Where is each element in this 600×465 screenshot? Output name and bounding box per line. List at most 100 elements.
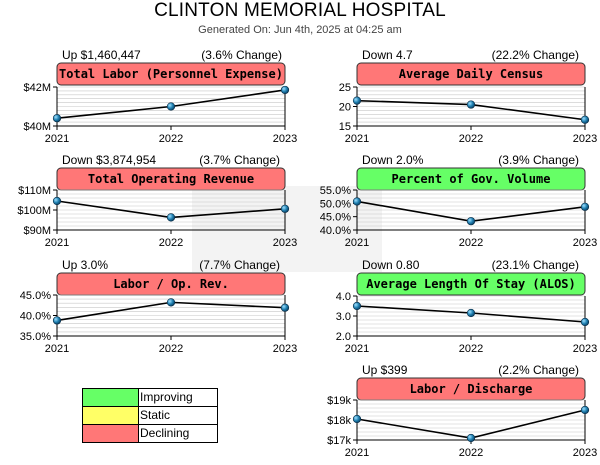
x-tick-label: 2022 [459, 133, 483, 145]
chart-title-box [56, 62, 286, 86]
y-tick-label: $19k [327, 395, 351, 407]
data-point [280, 85, 290, 95]
chart-title: Labor / Discharge [410, 382, 533, 396]
chart-title: Percent of Gov. Volume [392, 172, 551, 186]
x-tick-label: 2021 [45, 133, 69, 145]
chart-panel: Down 0.80 (23.1% Change) Average Length Of… [336, 258, 598, 355]
y-tick-label: $42M [23, 82, 51, 94]
y-tick-label: 2.0 [336, 331, 351, 343]
watermark-logo [192, 186, 382, 272]
y-tick-label: $18k [327, 415, 351, 427]
x-tick-label: 2021 [345, 133, 369, 145]
x-tick-label: 2023 [573, 237, 597, 249]
x-tick-label: 2021 [45, 237, 69, 249]
change-percent: (3.7% Change) [199, 153, 280, 167]
data-point [280, 204, 290, 213]
x-tick-label: 2023 [273, 237, 297, 249]
change-percent: (23.1% Change) [492, 258, 579, 272]
y-tick-label: $17k [327, 435, 351, 447]
chart-title-box [356, 272, 586, 296]
change-amount: Up 3.0% [62, 258, 108, 272]
change-amount: Down 4.7 [362, 48, 413, 62]
x-tick-label: 2022 [159, 133, 183, 145]
y-tick-label: 45.0% [320, 212, 351, 224]
change-amount: Down 2.0% [362, 153, 424, 167]
data-point [52, 196, 62, 206]
data-point [466, 100, 476, 109]
change-percent: (3.9% Change) [498, 153, 579, 167]
report-title: CLINTON MEMORIAL HOSPITAL [154, 0, 446, 21]
change-percent: (3.6% Change) [201, 48, 282, 62]
x-tick-label: 2022 [159, 343, 183, 355]
data-point [166, 298, 176, 307]
chart-panel: Down 4.7 (22.2% Change) Average Daily Cens… [339, 48, 597, 145]
data-point [52, 114, 62, 123]
y-tick-label: 40.0% [320, 225, 351, 237]
y-tick-label: 25 [339, 82, 351, 94]
change-percent: (22.2% Change) [492, 48, 579, 62]
y-tick-label: $90M [23, 225, 51, 237]
data-point [580, 317, 590, 327]
change-amount: Down $3,874,954 [62, 153, 156, 167]
x-tick-label: 2023 [573, 343, 597, 355]
change-amount: Down 0.80 [362, 258, 420, 272]
legend: Improving Static Declining [82, 388, 218, 443]
data-point [352, 301, 362, 311]
y-tick-label: 50.0% [320, 198, 351, 210]
chart-title: Labor / Op. Rev. [113, 277, 229, 291]
data-point [580, 115, 590, 124]
legend-item-static: Static [82, 406, 218, 425]
x-tick-label: 2023 [573, 447, 597, 459]
y-tick-label: 45.0% [20, 290, 51, 302]
x-tick-label: 2023 [573, 133, 597, 145]
x-tick-label: 2023 [273, 343, 297, 355]
y-tick-label: $100M [17, 205, 51, 217]
y-tick-label: 4.0 [336, 291, 351, 303]
chart-panel: Up $1,460,447 (3.6% Change) Total Labor (P… [23, 48, 297, 145]
x-tick-label: 2021 [345, 447, 369, 459]
y-tick-label: 40.0% [20, 311, 51, 323]
data-point [466, 433, 476, 443]
data-point [166, 213, 176, 222]
legend-label: Static [140, 408, 171, 422]
legend-label: Declining [140, 426, 190, 440]
y-tick-label: 35.0% [20, 331, 51, 343]
x-tick-label: 2021 [345, 343, 369, 355]
data-point [352, 96, 362, 105]
chart-title: Total Labor (Personnel Expense) [59, 67, 283, 81]
data-point [352, 414, 362, 424]
chart-panel: Up $399 (2.2% Change) Labor / Discharge $17… [327, 363, 597, 459]
data-point [466, 217, 476, 226]
data-point [52, 316, 62, 325]
chart-title: Average Daily Census [399, 67, 544, 81]
y-tick-label: 55.0% [320, 185, 351, 197]
x-tick-label: 2023 [273, 133, 297, 145]
legend-swatch-static [83, 407, 139, 424]
legend-item-declining: Declining [82, 424, 218, 443]
y-tick-label: $110M [18, 185, 51, 197]
legend-item-improving: Improving [82, 388, 218, 407]
change-amount: Up $399 [362, 363, 408, 377]
chart-panel: Down 2.0% (3.9% Change) Percent of Gov. Vo… [320, 153, 597, 249]
chart-title: Total Operating Revenue [88, 172, 254, 186]
y-tick-label: 3.0 [336, 311, 351, 323]
data-point [280, 303, 290, 312]
x-tick-label: 2021 [345, 237, 369, 249]
x-tick-label: 2022 [459, 343, 483, 355]
legend-swatch-improving [83, 389, 139, 406]
chart-panel: Up 3.0% (7.7% Change) Labor / Op. Rev. 35.0… [20, 258, 297, 355]
x-tick-label: 2022 [159, 237, 183, 249]
y-tick-label: $40M [23, 121, 51, 133]
chart-title: Average Length Of Stay (ALOS) [366, 277, 576, 291]
change-percent: (2.2% Change) [498, 363, 579, 377]
x-tick-label: 2022 [459, 447, 483, 459]
data-point [166, 102, 176, 111]
generated-timestamp: Generated On: Jun 4th, 2025 at 04:25 am [198, 24, 402, 36]
y-tick-label: 15 [339, 121, 351, 133]
data-point [466, 308, 476, 318]
x-tick-label: 2022 [459, 237, 483, 249]
data-point [580, 202, 590, 211]
x-tick-label: 2021 [45, 343, 69, 355]
chart-title-box [356, 62, 586, 86]
